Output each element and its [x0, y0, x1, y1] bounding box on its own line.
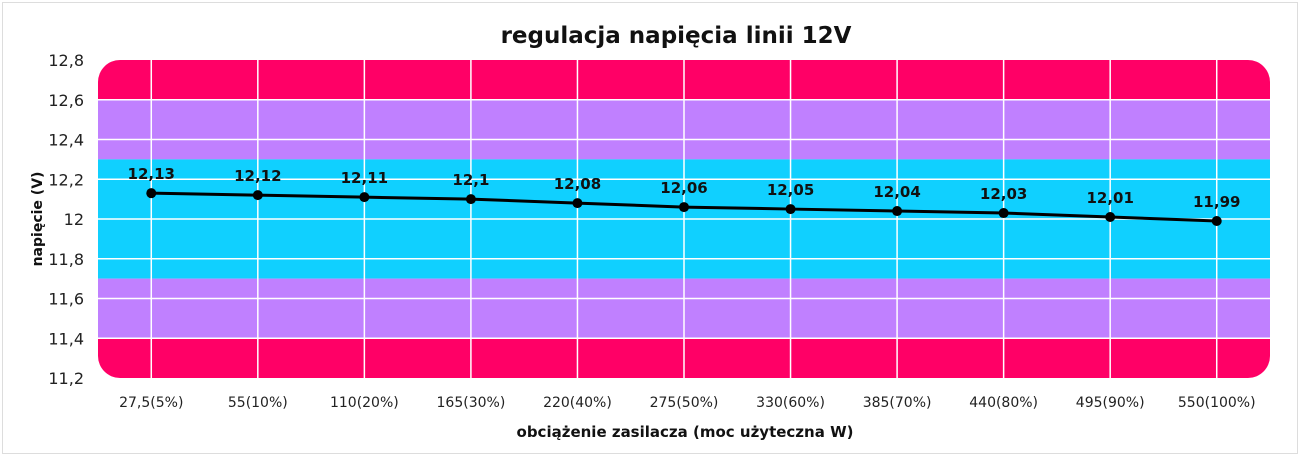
y-tick-label: 11,8 — [48, 250, 84, 269]
x-tick-label: 110(20%) — [330, 395, 399, 411]
x-tick-label: 55(10%) — [228, 395, 288, 411]
y-tick-label: 12,2 — [48, 170, 84, 189]
data-label: 12,08 — [554, 175, 601, 193]
data-point — [1105, 212, 1116, 223]
data-label: 12,04 — [873, 183, 920, 201]
data-point — [359, 192, 370, 203]
y-tick-label: 11,4 — [48, 329, 84, 348]
data-point — [465, 194, 476, 205]
x-tick-label: 385(70%) — [863, 395, 932, 411]
data-point — [252, 190, 263, 201]
data-point — [998, 208, 1009, 219]
data-point — [785, 204, 796, 215]
x-tick-label: 330(60%) — [756, 395, 825, 411]
x-axis-label: obciążenie zasilacza (moc użyteczna W) — [517, 423, 854, 441]
data-point — [892, 206, 903, 217]
data-point — [679, 202, 689, 213]
data-label: 12,06 — [660, 179, 707, 197]
data-label: 12,01 — [1086, 189, 1133, 207]
y-tick-label: 11,2 — [48, 369, 84, 388]
x-tick-label: 440(80%) — [969, 395, 1038, 411]
chart-title: regulacja napięcia linii 12V — [501, 23, 852, 49]
data-point — [146, 188, 157, 199]
data-label: 12,12 — [234, 167, 281, 185]
data-label: 12,1 — [452, 171, 489, 189]
y-tick-label: 12,6 — [48, 91, 84, 110]
y-tick-label: 12,4 — [48, 131, 84, 150]
data-label: 12,05 — [767, 181, 814, 199]
data-label: 12,11 — [341, 169, 388, 187]
data-label: 12,03 — [980, 185, 1027, 203]
y-tick-label: 11,6 — [48, 290, 84, 309]
x-tick-label: 495(90%) — [1076, 395, 1145, 411]
data-point — [1211, 215, 1222, 226]
data-point — [572, 198, 583, 209]
y-tick-label: 12 — [64, 210, 84, 229]
x-tick-label: 165(30%) — [437, 395, 506, 411]
data-label: 12,13 — [128, 165, 175, 183]
x-tick-label: 550(100%) — [1178, 395, 1256, 411]
data-label: 11,99 — [1193, 193, 1240, 211]
y-tick-label: 12,8 — [48, 51, 84, 70]
x-tick-label: 275(50%) — [650, 395, 719, 411]
x-tick-label: 220(40%) — [543, 395, 612, 411]
y-axis-label: napięcie (V) — [30, 172, 46, 267]
x-tick-label: 27,5(5%) — [119, 395, 183, 411]
